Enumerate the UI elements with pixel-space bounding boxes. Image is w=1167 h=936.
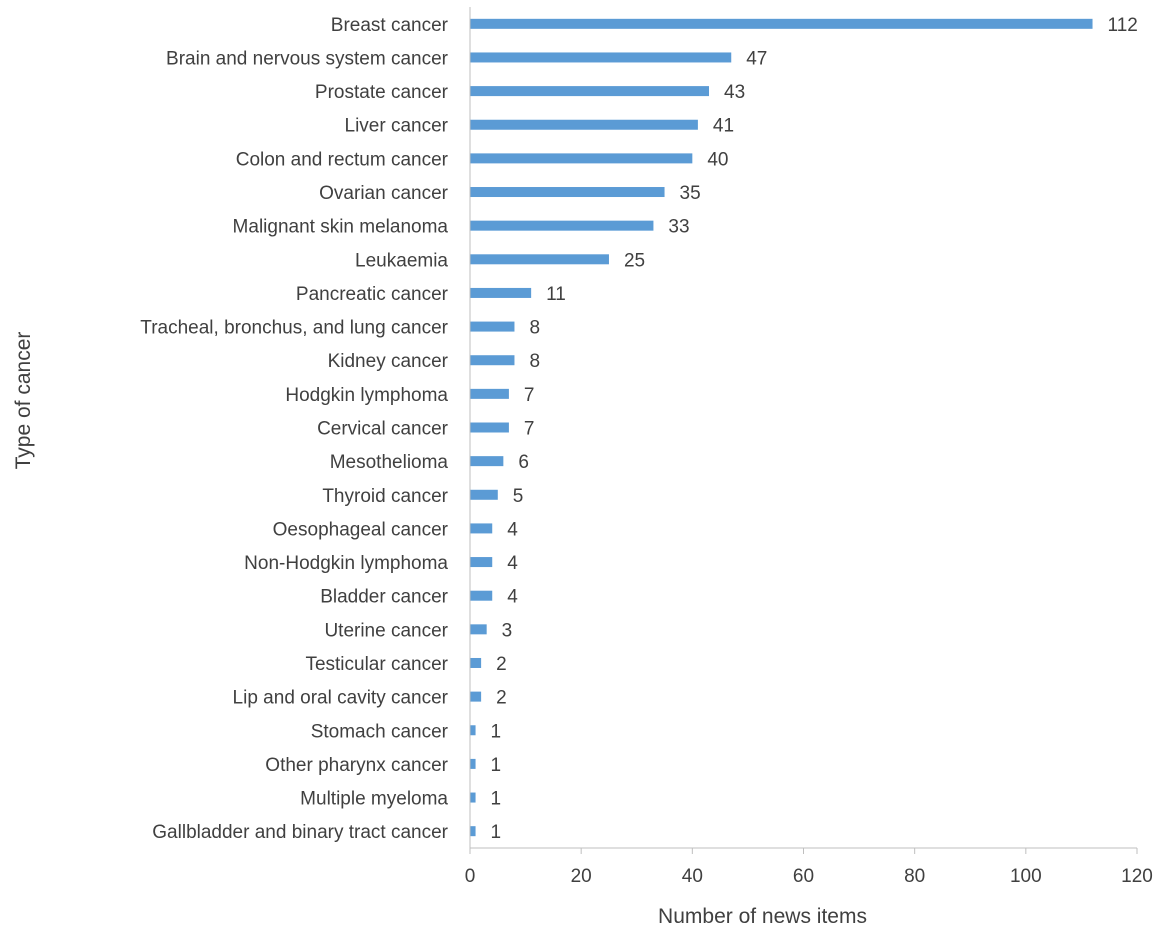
x-axis [469,7,1137,849]
category-label: Kidney cancer [328,351,449,372]
data-label: 7 [524,419,535,440]
category-label: Thyroid cancer [322,486,448,507]
data-label: 4 [507,587,518,608]
data-label: 8 [529,351,540,372]
bar [470,52,732,63]
data-label: 2 [496,688,507,709]
category-label: Liver cancer [345,116,449,137]
category-label: Lip and oral cavity cancer [233,688,449,709]
category-label: Tracheal, bronchus, and lung cancer [140,318,448,339]
category-label: Ovarian cancer [319,183,449,204]
data-label: 1 [491,721,502,742]
bar [470,489,498,500]
category-label: Malignant skin melanoma [233,217,449,238]
data-label: 43 [724,82,745,103]
category-label: Breast cancer [331,15,449,36]
data-label: 3 [502,620,513,641]
category-label: Non-Hodgkin lymphoma [244,553,448,574]
x-tick-label: 20 [571,866,592,887]
category-label: Testicular cancer [305,654,448,675]
bar [470,657,482,668]
bar [470,590,493,601]
category-label: Bladder cancer [320,587,448,608]
bars-layer [470,18,1093,837]
data-label: 4 [507,519,518,540]
x-tick-label: 80 [904,866,925,887]
category-label: Colon and rectum cancer [236,149,449,170]
bar [470,355,515,366]
x-tick-label: 120 [1121,866,1153,887]
x-axis-title: Number of news items [658,905,867,928]
data-label: 1 [491,822,502,843]
bar [470,254,609,265]
x-tick-label: 60 [793,866,814,887]
data-label: 11 [546,284,566,305]
category-label: Brain and nervous system cancer [166,48,449,69]
data-label: 1 [491,789,502,810]
category-label: Mesothelioma [330,452,449,473]
category-label: Cervical cancer [317,419,449,440]
y-axis-title: Type of cancer [12,332,35,470]
bar [470,725,476,736]
data-label: 6 [518,452,529,473]
data-label: 8 [529,318,540,339]
bar [470,691,482,702]
category-label: Multiple myeloma [300,789,448,810]
x-tick-label: 100 [1010,866,1042,887]
bar [470,388,509,399]
data-label: 35 [680,183,701,204]
bar [470,758,476,769]
bar [470,187,665,198]
x-tick-label: 40 [682,866,703,887]
category-label: Gallbladder and binary tract cancer [152,822,448,843]
category-label: Hodgkin lymphoma [285,385,448,406]
bar [470,153,693,164]
bar [470,86,710,97]
bar [470,523,493,534]
category-label: Oesophageal cancer [273,519,449,540]
category-label: Other pharynx cancer [265,755,448,776]
x-tick-label: 0 [465,866,476,887]
data-label: 112 [1108,15,1138,36]
category-label: Leukaemia [355,250,448,271]
bar [470,287,532,298]
category-label: Prostate cancer [315,82,449,103]
bar [470,557,493,568]
data-label: 33 [668,217,689,238]
bar [470,422,509,433]
data-label: 40 [707,149,728,170]
bar [470,18,1093,29]
data-label: 5 [513,486,524,507]
category-labels: Breast cancer Brain and nervous system ca… [140,15,448,843]
x-axis-ticks: 0 20 40 60 80 100 120 [465,848,1153,887]
data-label: 25 [624,250,645,271]
bar [470,119,698,130]
category-label: Pancreatic cancer [296,284,449,305]
bar [470,826,476,837]
category-label: Uterine cancer [324,620,448,641]
bar [470,321,515,332]
data-label: 4 [507,553,518,574]
data-label: 47 [746,48,767,69]
data-label: 1 [491,755,502,776]
data-label: 7 [524,385,535,406]
bar [470,456,504,467]
bar [470,792,476,803]
data-label: 2 [496,654,507,675]
data-label: 41 [713,116,734,137]
category-label: Stomach cancer [311,721,449,742]
bar [470,624,487,635]
bar [470,220,654,231]
